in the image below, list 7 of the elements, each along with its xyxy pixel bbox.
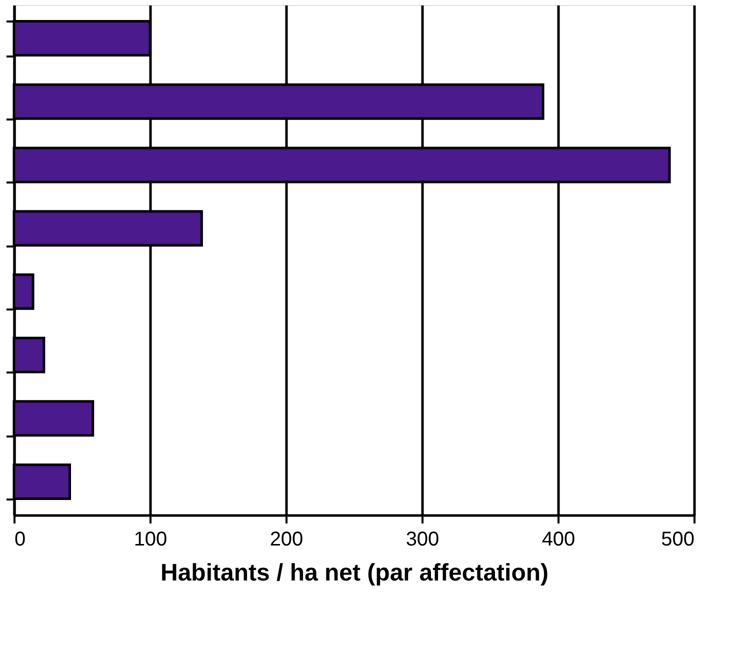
x-tick-label: 100 (134, 528, 168, 550)
x-tick-label: 300 (406, 528, 440, 550)
x-tick-label: 500 (661, 528, 694, 550)
x-axis-title: Habitants / ha net (par affectation) (160, 560, 549, 586)
x-tick-label: 200 (270, 528, 304, 550)
x-tick-label: 400 (542, 528, 576, 550)
x-tick-label: 0 (14, 528, 26, 550)
